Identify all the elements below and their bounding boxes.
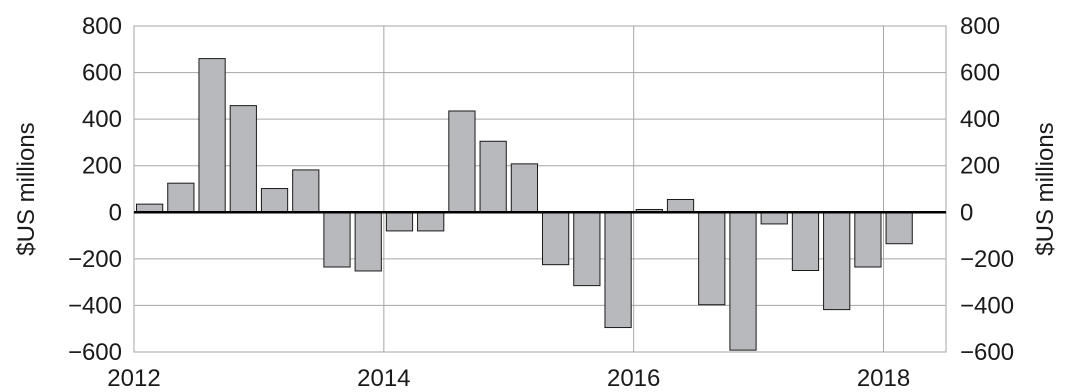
bar <box>885 211 913 245</box>
right-y-tick-label: 200 <box>960 153 1000 180</box>
right-y-tick-labels: −600 −400 −200 0 200 400 600 800 <box>960 13 1014 366</box>
right-y-tick-label: 600 <box>960 60 1000 87</box>
x-tick-label: 2014 <box>357 365 410 392</box>
right-y-tick-label: −600 <box>960 339 1014 366</box>
left-y-tick-label: 200 <box>82 153 122 180</box>
bar <box>448 110 476 213</box>
x-tick-label: 2016 <box>607 365 660 392</box>
bar <box>510 163 539 213</box>
x-tick-label: 2018 <box>857 365 910 392</box>
bar <box>791 211 820 272</box>
right-y-axis-title: $US millions <box>1032 122 1059 255</box>
bar <box>260 188 289 213</box>
bar <box>854 211 882 268</box>
bar <box>541 211 570 266</box>
right-y-tick-label: −400 <box>960 292 1014 319</box>
bar <box>573 211 601 287</box>
plot-frame <box>133 25 947 353</box>
bar <box>698 211 726 306</box>
bar <box>666 198 695 213</box>
left-y-tick-label: 800 <box>82 13 122 40</box>
x-tick-label: 2012 <box>107 365 160 392</box>
bar <box>354 211 382 272</box>
left-y-tick-label: 400 <box>82 106 122 133</box>
left-y-tick-label: 600 <box>82 60 122 87</box>
x-tick-labels: 2012 2014 2016 2018 <box>107 365 910 392</box>
left-y-tick-label: −400 <box>68 292 122 319</box>
left-y-tick-label: 0 <box>109 199 122 226</box>
chart-grid <box>133 25 947 353</box>
left-y-tick-label: −600 <box>68 339 122 366</box>
right-y-tick-label: −200 <box>960 246 1014 273</box>
bar <box>729 211 757 351</box>
bar <box>385 211 414 232</box>
right-y-tick-label: 400 <box>960 106 1000 133</box>
bar <box>760 211 788 225</box>
bar <box>167 182 195 213</box>
chart-bars <box>134 58 946 351</box>
bar <box>823 211 851 311</box>
bar <box>417 211 445 232</box>
left-y-tick-labels: −600 −400 −200 0 200 400 600 800 <box>68 13 122 366</box>
right-y-tick-label: 0 <box>960 199 973 226</box>
right-y-tick-label: 800 <box>960 13 1000 40</box>
bar <box>323 211 351 268</box>
bar <box>479 140 507 213</box>
left-y-tick-label: −200 <box>68 246 122 273</box>
bar <box>292 169 320 213</box>
bar <box>604 211 632 329</box>
bar <box>229 105 257 213</box>
left-y-axis-title: $US millions <box>13 122 40 255</box>
bar <box>198 58 226 213</box>
